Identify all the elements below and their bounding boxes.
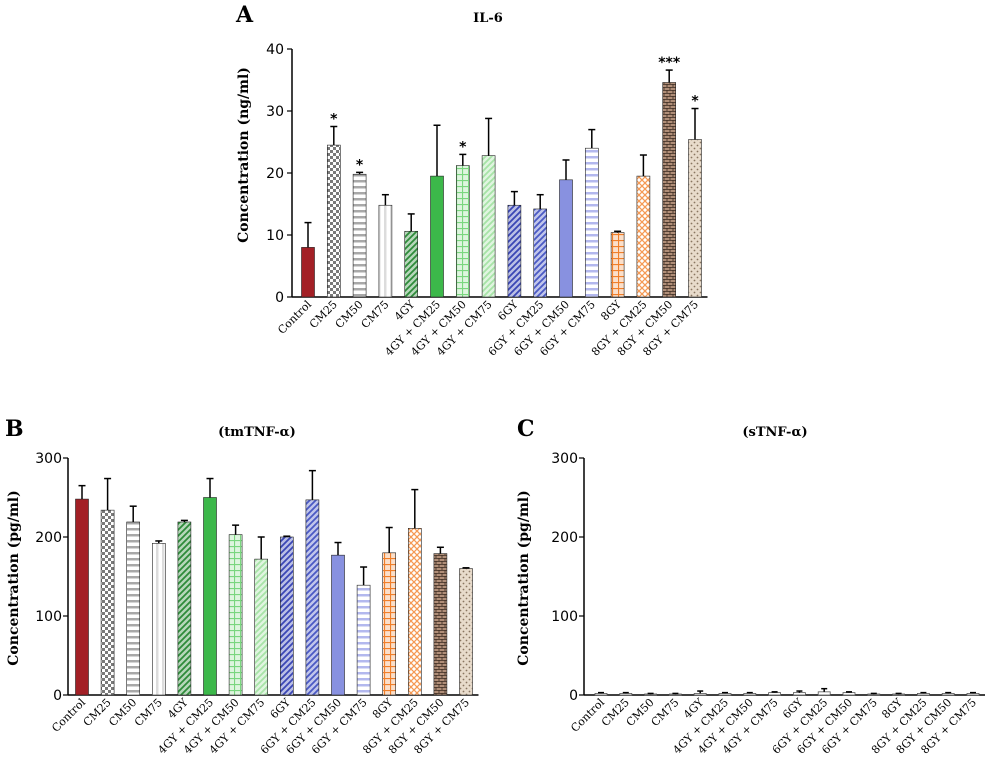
bar: [331, 554, 345, 696]
category-label: CM75: [132, 696, 165, 729]
y-tick-label: 0: [275, 290, 284, 306]
y-tick-label: 200: [35, 530, 62, 546]
bar: [917, 693, 930, 696]
bar: [817, 691, 831, 696]
bar: [279, 536, 294, 696]
bar: [507, 204, 522, 298]
category-label: CM25: [307, 298, 340, 331]
bar: [75, 498, 89, 696]
bar: [768, 692, 781, 696]
bar: [533, 208, 548, 298]
category-label: CM75: [359, 298, 392, 331]
bar: [382, 552, 397, 696]
bar: [356, 584, 371, 696]
y-tick-label: 300: [551, 451, 578, 467]
chart-title-a: IL-6: [473, 11, 503, 26]
bar: [126, 521, 140, 696]
y-tick-label: 40: [266, 42, 284, 58]
y-axis-label-a: Concentration (ng/ml): [236, 67, 252, 243]
bar: [594, 693, 608, 696]
bar: [152, 543, 166, 696]
bar: [228, 534, 243, 696]
y-tick-label: 0: [53, 688, 62, 704]
bar: [407, 528, 422, 696]
bar: [459, 568, 473, 696]
y-tick-label: 20: [266, 166, 284, 182]
bar: [301, 247, 315, 298]
bar: [662, 82, 677, 298]
y-axis-label-c: Concentration (pg/ml): [516, 490, 532, 665]
bar: [326, 144, 341, 298]
category-label: CM50: [106, 696, 139, 729]
y-tick-label: 10: [266, 228, 284, 244]
significance-marker: *: [356, 157, 364, 173]
significance-marker: *: [459, 139, 467, 155]
significance-marker: *: [330, 112, 338, 128]
bar: [481, 155, 496, 298]
bar: [177, 521, 192, 696]
panel-letter-b: B: [5, 416, 24, 442]
chart-title-b: (tmTNF-α): [218, 425, 296, 440]
significance-marker: ***: [658, 55, 681, 71]
bar: [793, 692, 806, 696]
y-axis-label-b: Concentration (pg/ml): [6, 490, 22, 665]
panel-a-il6-chart: A IL-6 Concentration (ng/ml) 010203040Co…: [235, 2, 708, 359]
bar: [584, 147, 599, 298]
bar: [305, 499, 320, 696]
bar: [619, 693, 633, 696]
chart-title-c: (sTNF-α): [742, 425, 807, 440]
bar: [100, 509, 115, 696]
bar: [718, 693, 732, 696]
bar: [430, 175, 444, 298]
bar: [559, 179, 573, 298]
bar: [693, 693, 707, 696]
y-tick-label: 300: [35, 451, 62, 467]
bar: [433, 553, 448, 696]
panel-letter-c: C: [517, 416, 535, 442]
y-tick-label: 200: [551, 530, 578, 546]
category-label: CM50: [333, 298, 366, 331]
bar: [743, 693, 757, 696]
bar: [966, 693, 980, 696]
bar: [941, 693, 955, 696]
bar: [404, 230, 419, 298]
significance-marker: *: [691, 94, 699, 110]
y-tick-label: 0: [569, 688, 578, 704]
panel-letter-a: A: [235, 2, 254, 28]
bar: [688, 139, 702, 298]
panel-b-tmtnf-chart: B (tmTNF-α) Concentration (pg/ml) 0 100 20…: [5, 416, 479, 757]
bar: [455, 165, 470, 298]
bar: [254, 558, 268, 696]
y-tick-label: 30: [266, 104, 284, 120]
y-tick-label: 100: [35, 609, 62, 625]
bar: [203, 497, 217, 696]
bar: [378, 204, 393, 298]
bar: [352, 173, 367, 298]
bar: [842, 692, 856, 696]
category-label: CM25: [81, 696, 114, 729]
bar: [610, 232, 625, 298]
panel-c-stnf-chart: C (sTNF-α) Concentration (pg/ml) 0 100 200…: [516, 416, 985, 757]
bar: [636, 175, 651, 298]
category-label: CM75: [649, 696, 682, 729]
y-tick-label: 100: [551, 609, 578, 625]
